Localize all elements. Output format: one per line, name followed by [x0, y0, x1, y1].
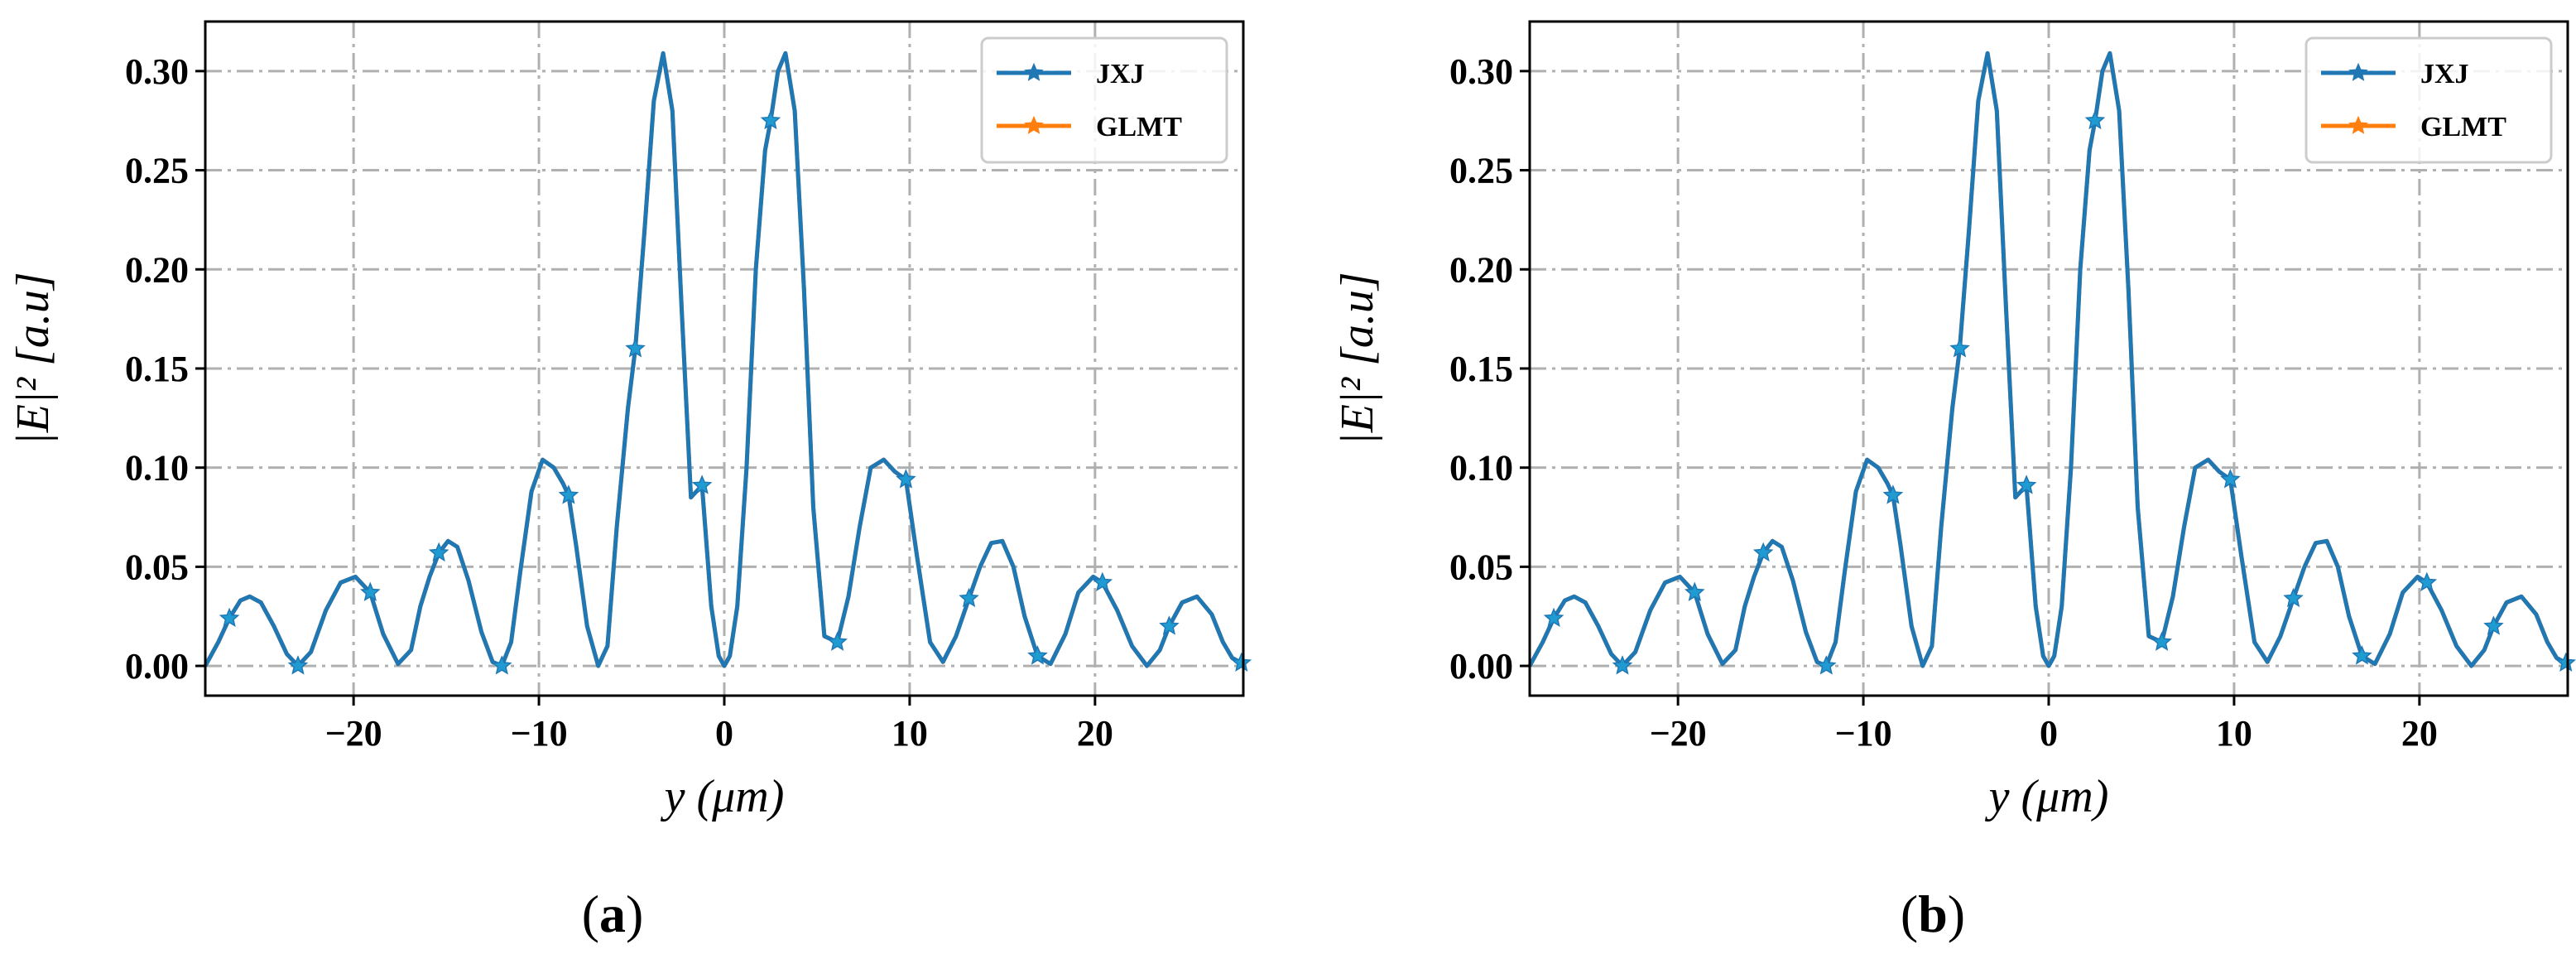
series-marker-jxj: [760, 109, 781, 130]
x-tick-label: −10: [511, 713, 568, 754]
series-marker-jxj: [2151, 631, 2172, 651]
series-marker-jxj: [1752, 542, 1774, 562]
panel-label: (a): [582, 884, 644, 943]
legend-box: [980, 36, 1228, 164]
series-marker-jxj: [491, 655, 512, 675]
series-marker-jxj: [219, 607, 240, 628]
y-axis-label: |E|² [a.u]: [1332, 272, 1383, 445]
x-tick-label: 0: [2040, 713, 2058, 754]
x-axis-label: y (μm): [1985, 771, 2109, 822]
y-tick-label: 0.30: [125, 51, 189, 92]
legend-label-jxj: JXJ: [2420, 59, 2469, 89]
series-marker-jxj: [1543, 607, 1564, 628]
legend: JXJ GLMT: [2304, 36, 2553, 164]
legend: JXJ GLMT: [980, 36, 1228, 164]
series-marker-jxj: [558, 484, 579, 504]
series-marker-jxj: [1027, 645, 1048, 665]
y-axis-label: |E|² [a.u]: [7, 272, 59, 445]
chart-panel-b: −20 −10 0 10 20 0.00 0.05 0.10 0.15 0.20 0.25 0.30 y…: [1332, 20, 2576, 943]
series-marker-jxj: [287, 655, 309, 675]
series-marker-jxj: [1159, 615, 1180, 635]
series-marker-jxj: [1231, 652, 1252, 672]
series-marker-jxj: [2352, 645, 2372, 665]
legend-label-jxj: JXJ: [1096, 59, 1145, 89]
y-tick-label: 0.25: [1449, 151, 1513, 191]
y-tick-label: 0.20: [1449, 249, 1513, 290]
legend-marker-jxj: [1024, 62, 1044, 81]
y-tick-label: 0.30: [1449, 51, 1513, 92]
series-marker-jxj: [2283, 587, 2304, 608]
x-tick-label: −20: [1650, 713, 1707, 754]
y-tick-label: 0.20: [125, 249, 189, 290]
x-axis-label: y (μm): [661, 771, 785, 822]
series-marker-jxj: [2084, 109, 2106, 130]
series-marker-jxj: [428, 542, 449, 562]
series-marker-jxj: [1612, 655, 1633, 675]
y-tick-label: 0.10: [1449, 448, 1513, 489]
x-tick-label: 10: [892, 713, 928, 754]
legend-marker-glmt: [1024, 115, 1044, 134]
x-tick-label: 10: [2216, 713, 2252, 754]
legend-label-glmt: GLMT: [1096, 112, 1182, 142]
series-marker-jxj: [2555, 652, 2576, 672]
x-tick-label: 20: [2401, 713, 2438, 754]
x-tick-label: 20: [1077, 713, 1113, 754]
x-tick-label: −20: [325, 713, 382, 754]
series-marker-jxj: [959, 587, 979, 608]
series-marker-jxj: [359, 581, 381, 601]
series-marker-jxj: [691, 475, 713, 494]
series-marker-jxj: [625, 338, 646, 358]
y-tick-label: 0.05: [1449, 547, 1513, 587]
series-marker-jxj: [2016, 475, 2037, 494]
series-marker-jxj: [1815, 655, 1837, 675]
legend-label-glmt: GLMT: [2420, 112, 2506, 142]
y-tick-label: 0.00: [125, 646, 189, 687]
series-marker-jxj: [2483, 615, 2504, 635]
panel-label: (b): [1901, 884, 1965, 943]
legend-marker-glmt: [2348, 115, 2368, 134]
y-tick-label: 0.15: [125, 349, 189, 389]
legend-marker-jxj: [2348, 62, 2368, 81]
series-marker-jxj: [1684, 581, 1705, 601]
series-marker-jxj: [896, 469, 916, 489]
legend-box: [2304, 36, 2553, 164]
series-marker-jxj: [1949, 338, 1970, 358]
y-tick-label: 0.15: [1449, 349, 1513, 389]
series-marker-jxj: [827, 631, 848, 651]
series-marker-jxj: [2416, 571, 2438, 591]
chart-panel-a: −20 −10 0 10 20 0.00 0.05 0.10 0.15 0.20 0.25 0.30 y…: [7, 20, 1252, 943]
series-marker-jxj: [1092, 571, 1113, 591]
y-tick-label: 0.25: [125, 151, 189, 191]
y-tick-label: 0.05: [125, 547, 189, 587]
x-tick-label: −10: [1835, 713, 1892, 754]
series-marker-jxj: [1882, 484, 1904, 504]
series-marker-jxj: [2220, 469, 2241, 489]
y-tick-label: 0.10: [125, 448, 189, 489]
y-tick-label: 0.00: [1449, 646, 1513, 687]
x-tick-label: 0: [715, 713, 733, 754]
